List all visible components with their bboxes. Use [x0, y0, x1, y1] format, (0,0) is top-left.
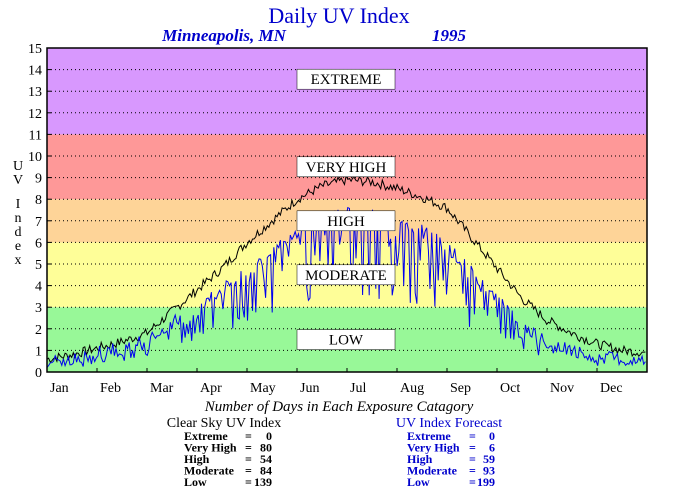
y-tick-label: 0	[35, 366, 42, 381]
y-tick-label: 2	[35, 323, 42, 338]
stat-value: 59	[483, 452, 495, 466]
stat-label: Moderate	[407, 464, 458, 478]
clear-sky-stats-title: Clear Sky UV Index	[167, 416, 281, 431]
footer-heading: Number of Days in Each Exposure Catagory	[204, 399, 474, 415]
y-tick-label: 8	[35, 193, 42, 208]
y-tick-label: 11	[29, 128, 42, 143]
y-tick-label: 5	[35, 258, 42, 273]
y-label-char: U	[13, 159, 23, 174]
y-label-char: I	[16, 197, 21, 212]
stat-label: Low	[407, 475, 430, 489]
x-tick-label: Jun	[300, 381, 319, 396]
x-tick-label: Dec	[600, 381, 623, 396]
y-tick-label: 1	[35, 344, 42, 359]
stat-equals: =	[245, 429, 252, 443]
x-tick-label: Mar	[150, 381, 174, 396]
y-tick-label: 6	[35, 236, 42, 251]
clear-sky-stats: Clear Sky UV Index Extreme = 0 Very High = 80…	[167, 416, 281, 489]
band-label: VERY HIGH	[306, 160, 387, 176]
stat-equals: =	[245, 475, 252, 489]
y-tick-label: 3	[35, 301, 42, 316]
stat-equals: =	[245, 441, 252, 455]
stat-equals: =	[469, 464, 476, 478]
stat-equals: =	[469, 475, 476, 489]
stat-label: Very High	[407, 441, 460, 455]
y-tick-label: 12	[28, 107, 42, 122]
stat-value: 199	[477, 475, 495, 489]
y-tick-label: 13	[28, 85, 42, 100]
band-label-box	[296, 264, 396, 286]
band-label-box	[296, 210, 396, 232]
stat-value: 0	[489, 429, 495, 443]
chart-subtitle-year: 1995	[432, 26, 467, 45]
y-label-char: V	[13, 173, 23, 188]
y-label-char: n	[15, 211, 22, 226]
stat-value: 54	[260, 452, 272, 466]
x-tick-label: Jan	[50, 381, 69, 396]
y-tick-label: 15	[28, 42, 42, 57]
y-tick-label: 10	[28, 150, 42, 165]
forecast-stats: UV Index Forecast Extreme = 0 Very High = 6 Hi…	[396, 416, 502, 489]
stat-equals: =	[245, 452, 252, 466]
x-tick-label: May	[250, 381, 276, 396]
stat-value: 0	[266, 429, 272, 443]
y-tick-label: 7	[35, 215, 42, 230]
y-tick-label: 9	[35, 172, 42, 187]
x-tick-label: Jul	[350, 381, 366, 396]
x-tick-label: Aug	[400, 381, 424, 396]
stat-value: 84	[260, 464, 272, 478]
stat-label: Extreme	[407, 429, 451, 443]
x-tick-label: Oct	[500, 381, 520, 396]
x-tick-label: Feb	[100, 381, 121, 396]
stat-label: High	[184, 452, 210, 466]
stat-value: 6	[489, 441, 495, 455]
band-label: HIGH	[327, 214, 365, 230]
stat-equals: =	[469, 441, 476, 455]
chart-title: Daily UV Index	[268, 3, 409, 28]
stat-value: 139	[254, 475, 272, 489]
band-label: LOW	[329, 333, 364, 349]
x-tick-label: Nov	[550, 381, 574, 396]
forecast-stats-title: UV Index Forecast	[396, 416, 502, 431]
band-label: EXTREME	[311, 72, 382, 88]
x-tick-labels: Jan Feb Mar Apr May Jun Jul Aug Sep Oct Nov Dec	[46, 368, 623, 396]
chart-subtitle-location: Minneapolis, MN	[161, 26, 286, 45]
stat-label: Moderate	[184, 464, 235, 478]
stat-value: 80	[260, 441, 272, 455]
stat-label: Extreme	[184, 429, 228, 443]
grid-lines	[47, 69, 647, 351]
y-tick-label: 14	[28, 64, 42, 79]
stat-equals: =	[469, 429, 476, 443]
band-label: MODERATE	[305, 268, 387, 284]
y-label-char: d	[15, 225, 22, 240]
stat-equals: =	[245, 464, 252, 478]
stat-label: Low	[184, 475, 207, 489]
stat-label: High	[407, 452, 433, 466]
stat-value: 93	[483, 464, 495, 478]
band-labels: LOW MODERATE HIGH VERY HIGH EXTREME	[296, 68, 396, 350]
band-label-box	[296, 329, 396, 350]
y-label-char: x	[15, 253, 22, 268]
stat-label: Very High	[184, 441, 237, 455]
band-label-box	[296, 68, 396, 90]
stat-equals: =	[469, 452, 476, 466]
x-tick-label: Sep	[450, 381, 471, 396]
y-tick-label: 4	[35, 280, 42, 295]
x-tick-label: Apr	[200, 381, 222, 396]
band-label-box	[296, 156, 396, 178]
y-label-char: e	[15, 239, 21, 254]
